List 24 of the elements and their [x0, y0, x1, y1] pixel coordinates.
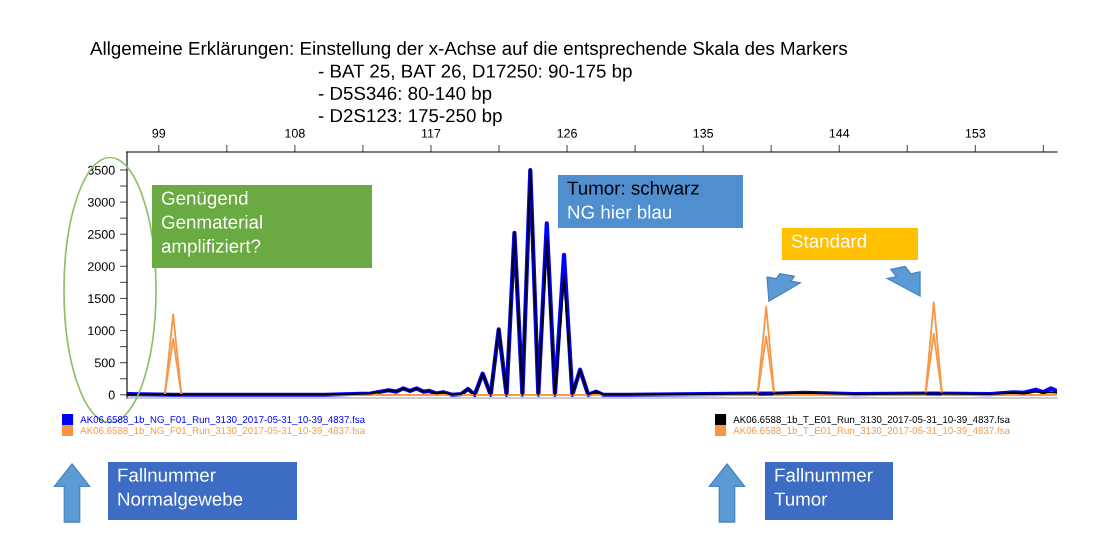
text: Fallnummer Normalgewebe	[118, 468, 243, 510]
legend-label: AK06.6588_1b_T_E01_Run_3130_2017-05-31_10-39_4837.fsa	[733, 426, 1010, 436]
annotation: Genügend Genmaterial amplifiziert?	[161, 191, 262, 257]
y-tick-label: 1500	[88, 294, 115, 304]
x-tick-label: 135	[693, 128, 714, 138]
x-tick-label: 126	[557, 128, 577, 138]
y-tick-label: 2000	[88, 262, 115, 271]
text: Fallnummer Tumor	[774, 468, 873, 506]
x-tick-label: 117	[421, 129, 441, 138]
y-tick-label: 500	[94, 358, 115, 368]
x-tick-label: 153	[965, 128, 986, 138]
chart-subtitle: - BAT 25, BAT 26, D17250: 90-175 bp - D5S346: 80-140 bp - D2S123: 175-250 bp	[318, 64, 632, 126]
chart-title: Allgemeine Erklärungen: Einstellung der x-Achse auf die entsprechende Skala des Markers	[90, 41, 848, 59]
x-tick-label: 99	[152, 128, 166, 138]
x-tick-label: 144	[829, 129, 850, 138]
legend-label: AK06.6588_1b_T_E01_Run_3130_2017-05-31_10-39_4837.fsa	[733, 415, 1010, 425]
legend-label: AK06.6588_1b_NG_F01_Run_3130_2017-05-31_10-39_4837.fsa	[80, 426, 366, 436]
y-tick-label: 0	[108, 390, 115, 400]
annotation: Standard	[791, 234, 866, 248]
annotation: Tumor: schwarz NG hier blau	[567, 181, 699, 219]
y-tick-label: 1000	[88, 326, 115, 336]
x-tick-label: 108	[285, 128, 305, 138]
y-tick-label: 2500	[88, 230, 115, 239]
y-tick-label: 3000	[87, 197, 115, 207]
